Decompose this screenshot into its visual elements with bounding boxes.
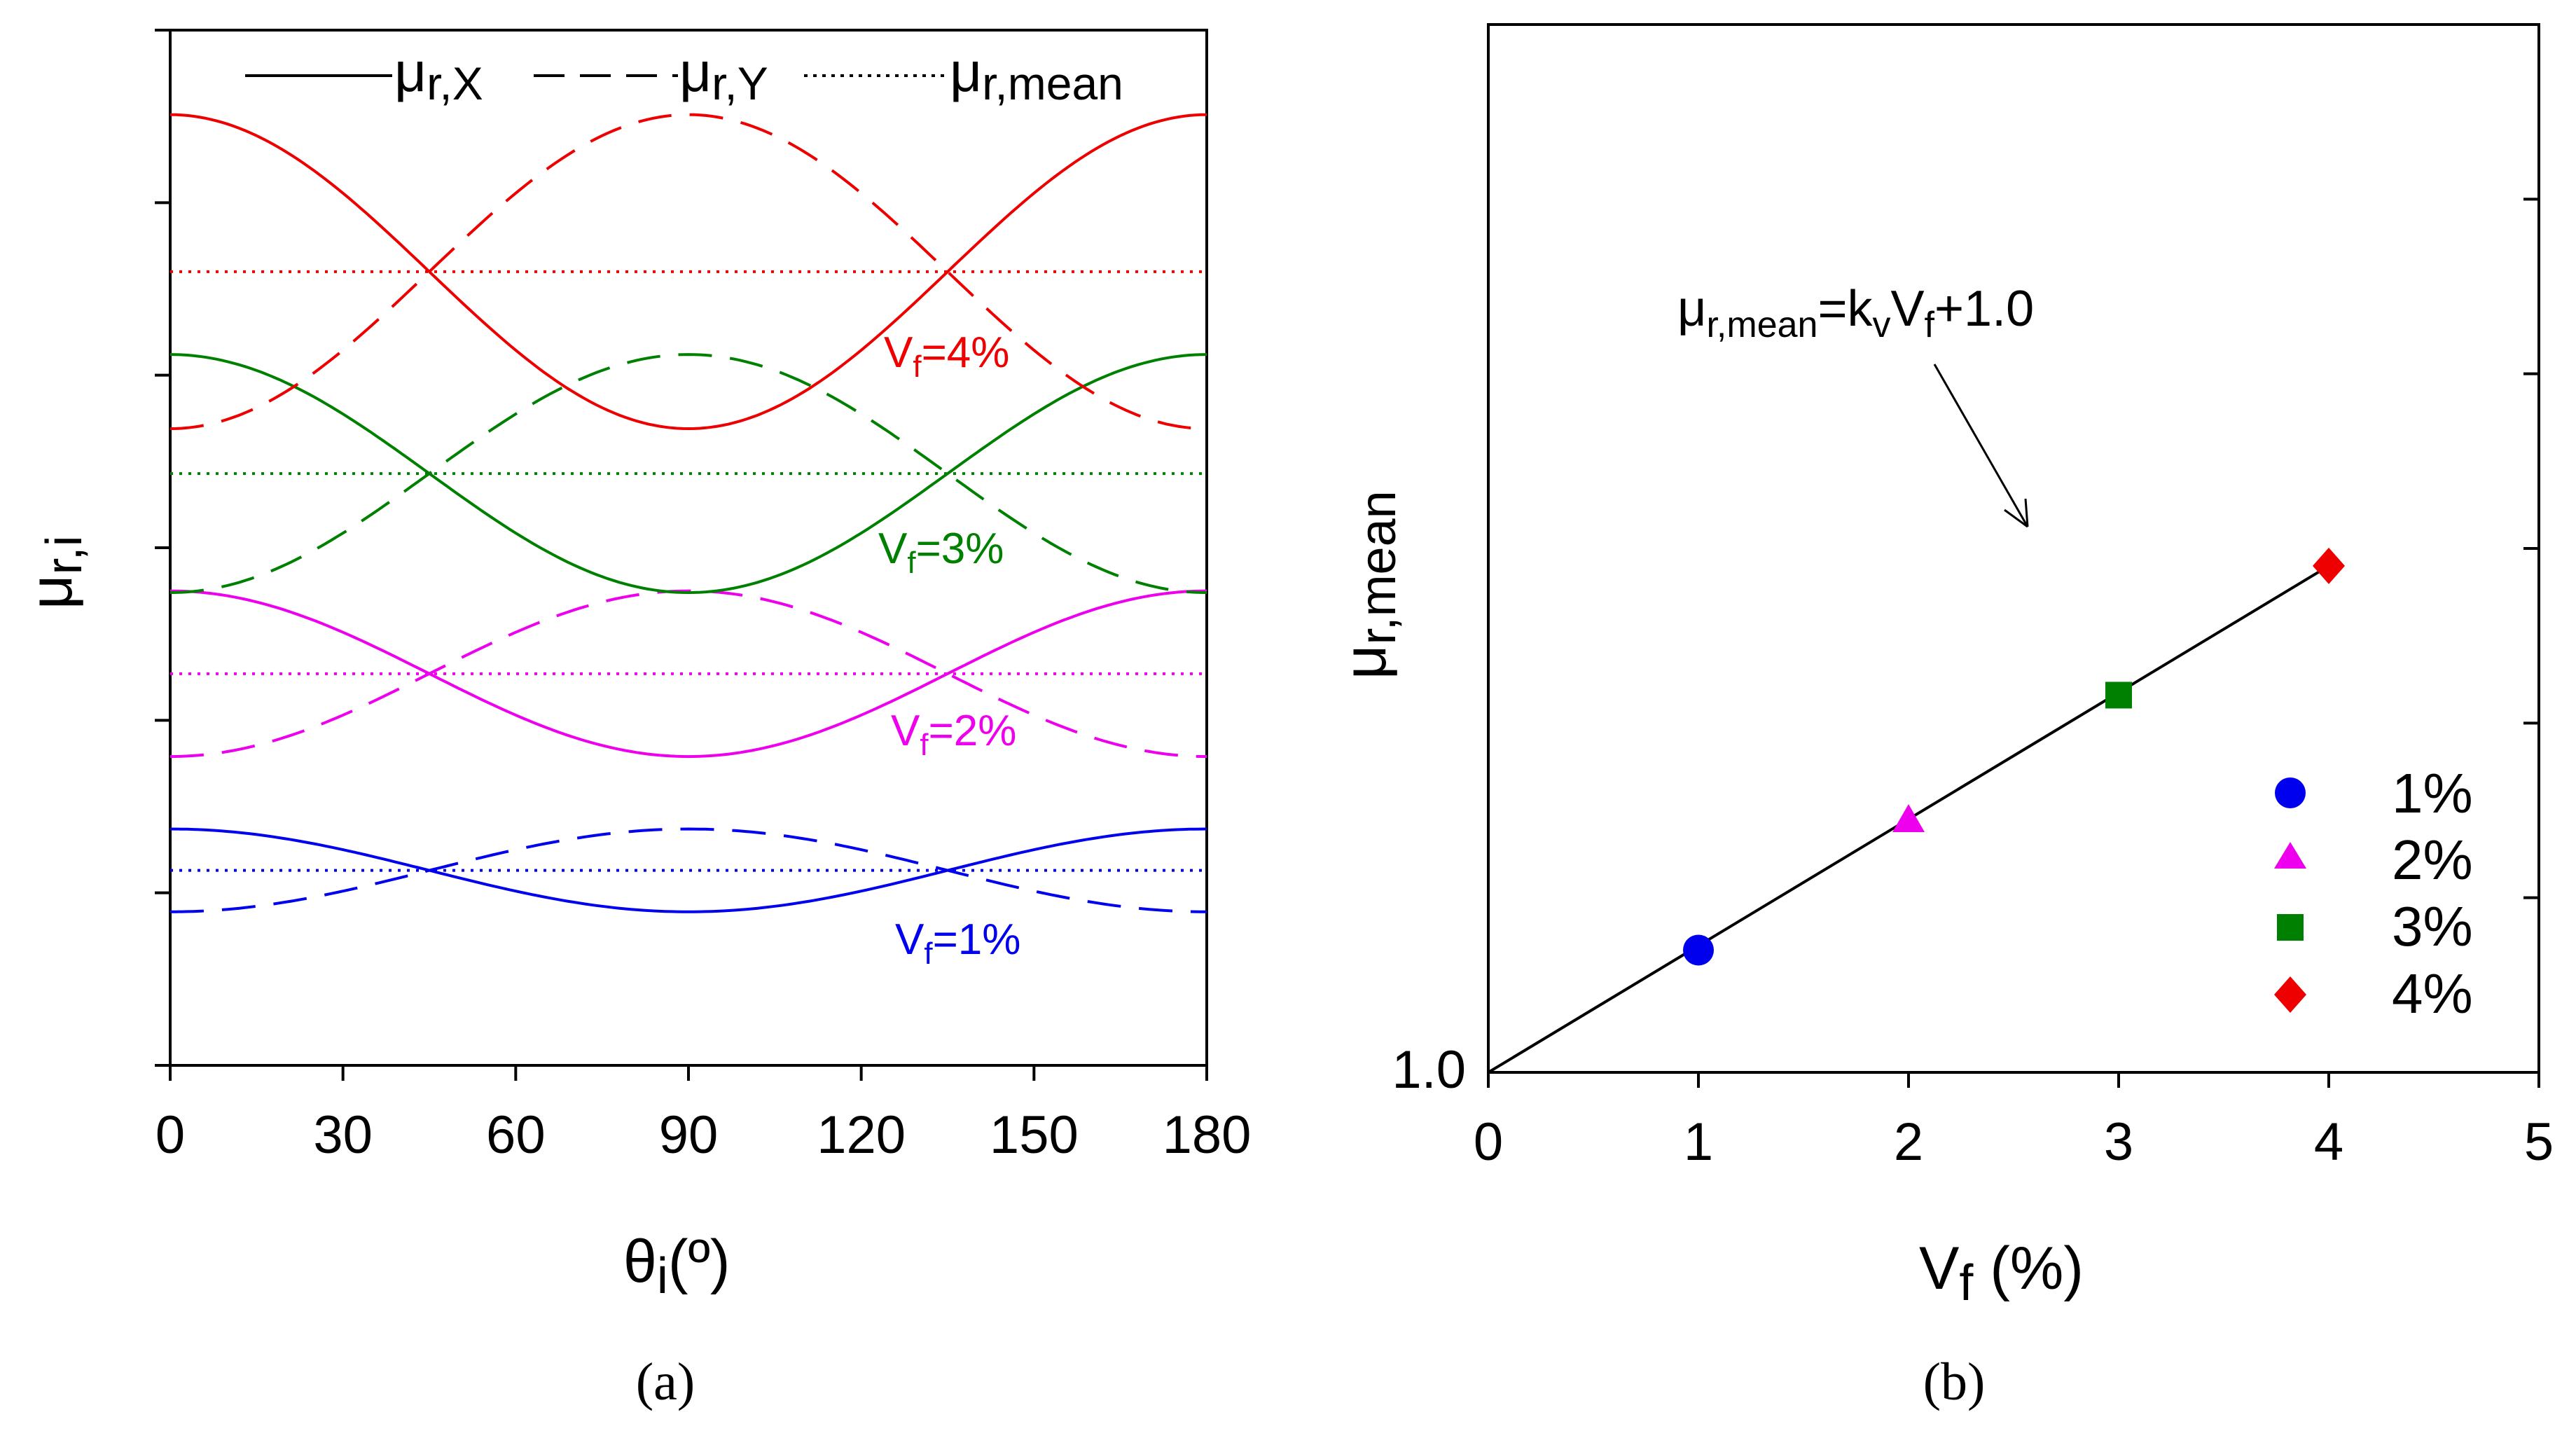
- panel-b-x-ticks: 0 1 2 3 4 5: [1474, 1072, 2554, 1172]
- panel-a-chart: 0 30 60 90 120 150 180 μr,X μr,Y μr,mean Vf=4%…: [18, 29, 1252, 1411]
- curve-label-vf-1: Vf=1%: [895, 915, 1020, 971]
- b-x-tick-label-4: 4: [2314, 1112, 2343, 1172]
- data-point-2pct: [1892, 803, 1925, 832]
- x-tick-label-90: 90: [659, 1105, 719, 1165]
- curve-mu-ry-vf-3: [169, 353, 1207, 594]
- curve-mu-rx-vf-1: [169, 827, 1207, 913]
- legend-marker-triangle: [2274, 842, 2306, 869]
- data-point-3pct: [2105, 682, 2132, 709]
- legend-label-2pct: 2%: [2392, 829, 2473, 891]
- curve-mu-ry-vf-4: [169, 113, 1207, 430]
- equation-arrow: [1933, 364, 2029, 528]
- legend-marker-diamond: [2274, 976, 2306, 1013]
- curve-label-vf-4: Vf=4%: [884, 329, 1009, 384]
- panel-b-x-axis-title: Vf (%): [1919, 1235, 2084, 1311]
- b-x-tick-label-1: 1: [1684, 1112, 1713, 1172]
- data-point-4pct: [2313, 547, 2345, 584]
- b-x-tick-label-2: 2: [1894, 1112, 1923, 1172]
- x-tick-label-180: 180: [1163, 1105, 1252, 1165]
- curve-mu-rx-vf-3: [169, 353, 1207, 595]
- b-x-tick-label-5: 5: [2524, 1112, 2554, 1172]
- data-point-1pct: [1683, 934, 1714, 966]
- b-x-tick-label-3: 3: [2104, 1112, 2133, 1172]
- curve-mu-ry-vf-1: [169, 827, 1207, 913]
- panel-b-y-ticks: [2523, 23, 2539, 1074]
- panel-a-y-ticks: [155, 29, 170, 1067]
- legend-label-4pct: 4%: [2392, 962, 2473, 1025]
- fit-equation: μr,mean=kvVf+1.0: [1677, 281, 2034, 345]
- curve-mu-ry-vf-2: [169, 589, 1207, 759]
- legend-mu-ry: μr,Y: [679, 41, 768, 109]
- panel-b-y-axis-title: μr,mean: [1331, 490, 1406, 679]
- panel-a-legend: μr,X μr,Y μr,mean: [245, 41, 1123, 109]
- x-tick-label-60: 60: [486, 1105, 546, 1165]
- b-x-tick-label-0: 0: [1474, 1112, 1503, 1172]
- legend-marker-square: [2277, 914, 2304, 941]
- legend-label-3pct: 3%: [2392, 895, 2473, 958]
- curve-mu-rx-vf-2: [169, 589, 1207, 759]
- panel-a-curves: [169, 113, 1207, 913]
- curve-label-vf-2: Vf=2%: [891, 707, 1016, 762]
- panel-b-y-tick-label: 1.0: [1392, 1040, 1466, 1100]
- panel-b-legend: 1% 2% 3% 4%: [2274, 762, 2473, 1025]
- x-tick-label-0: 0: [155, 1105, 185, 1165]
- x-tick-label-30: 30: [313, 1105, 373, 1165]
- legend-marker-circle: [2275, 777, 2306, 808]
- legend-mu-rmean: μr,mean: [950, 41, 1123, 109]
- legend-mu-rx: μr,X: [394, 41, 483, 109]
- panel-a-x-axis-title: θi(º): [623, 1228, 730, 1304]
- curve-mu-rx-vf-4: [169, 113, 1207, 431]
- panel-a-x-ticks: 0 30 60 90 120 150 180: [155, 1065, 1252, 1165]
- panel-a-plot-frame: [169, 29, 1208, 1067]
- panel-b-plot-frame: [1487, 23, 2540, 1074]
- panel-a-label: (a): [636, 1353, 695, 1411]
- panel-a-y-axis-title: μr,i: [18, 535, 92, 609]
- panel-b-label: (b): [1923, 1353, 1986, 1411]
- x-tick-label-120: 120: [817, 1105, 906, 1165]
- legend-label-1pct: 1%: [2392, 762, 2473, 824]
- x-tick-label-150: 150: [990, 1105, 1079, 1165]
- curve-label-vf-3: Vf=3%: [878, 525, 1004, 580]
- panel-b-data-points: [1683, 547, 2345, 966]
